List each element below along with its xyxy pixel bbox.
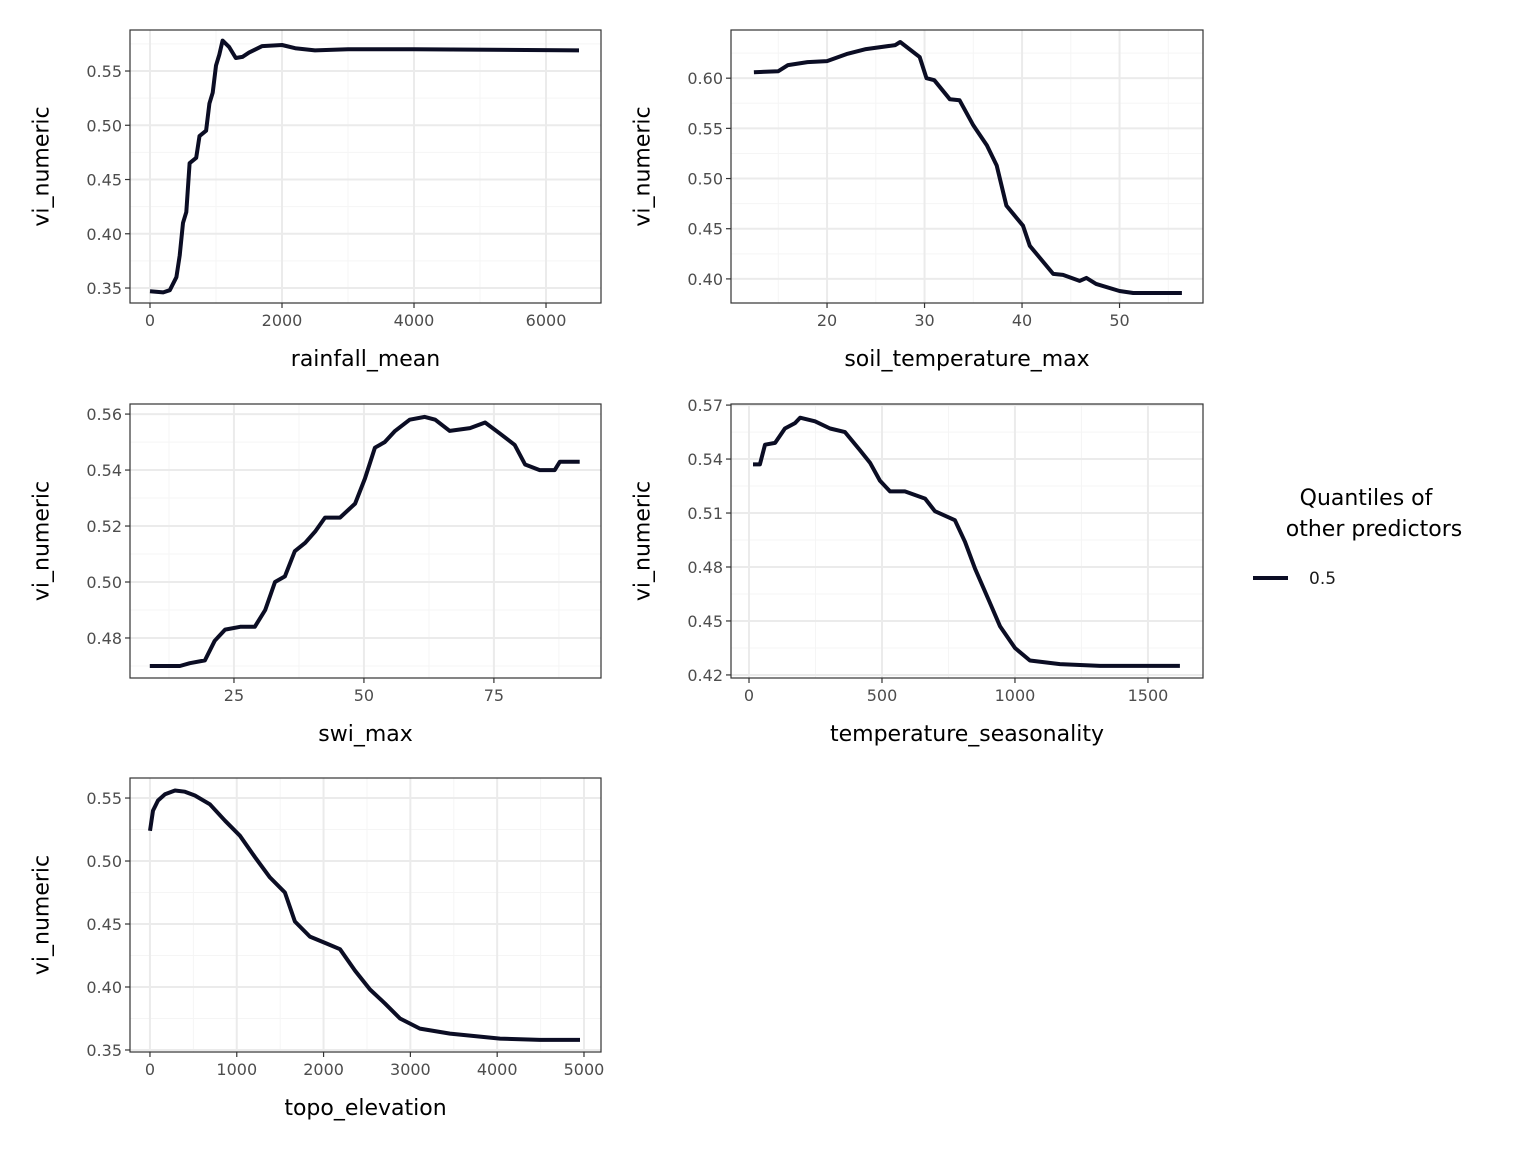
x-tick-label: 25 bbox=[224, 686, 244, 705]
panel-background bbox=[731, 30, 1203, 303]
x-tick-label: 0 bbox=[145, 311, 155, 330]
series-line-0.5 bbox=[149, 414, 580, 668]
legend-entry-label: 0.5 bbox=[1309, 569, 1336, 589]
y-axis-title: vi_numeric bbox=[30, 855, 55, 975]
x-tick-label: 20 bbox=[817, 311, 837, 330]
y-tick-label: 0.45 bbox=[687, 220, 723, 239]
x-axis-title: rainfall_mean bbox=[291, 347, 440, 372]
panel-topo_elevation: 0 1000 2000 3000 4000 5000 0.35 0.40 0.45 0.50 0.5… bbox=[30, 777, 605, 1121]
panel-border bbox=[129, 403, 602, 679]
y-tick-label: 0.55 bbox=[86, 789, 122, 808]
series-line-0.5 bbox=[148, 788, 580, 1042]
y-tick-label: 0.40 bbox=[86, 225, 122, 244]
panel-border bbox=[129, 29, 602, 304]
panel-swi_max: 25 50 75 0.48 0.50 0.52 0.54 0.56 swi_max vi_nume… bbox=[30, 403, 602, 747]
legend-title-line1: Quantiles of bbox=[1300, 486, 1434, 511]
x-tick-label: 75 bbox=[484, 686, 504, 705]
y-tick-label: 0.40 bbox=[687, 270, 723, 289]
y-tick-label: 0.48 bbox=[86, 629, 122, 648]
panel-background bbox=[731, 404, 1203, 678]
x-tick-label: 2000 bbox=[262, 311, 303, 330]
x-axis-title: topo_elevation bbox=[284, 1096, 446, 1121]
x-tick-label: 1000 bbox=[216, 1060, 257, 1079]
y-tick-label: 0.42 bbox=[687, 666, 723, 685]
legend-title-line2: other predictors bbox=[1286, 517, 1462, 542]
y-tick-label: 0.54 bbox=[86, 461, 122, 480]
y-tick-label: 0.50 bbox=[86, 116, 122, 135]
y-axis-title: vi_numeric bbox=[30, 481, 55, 601]
y-tick-label: 0.55 bbox=[86, 62, 122, 81]
y-tick-label: 0.57 bbox=[687, 396, 723, 415]
panels: 0 2000 4000 60000.350.400.450.500.55rainfal… bbox=[30, 29, 1204, 1121]
x-tick-label: 30 bbox=[914, 311, 934, 330]
y-tick-label: 0.45 bbox=[86, 171, 122, 190]
x-tick-label: 50 bbox=[1109, 311, 1129, 330]
y-axis-title: vi_numeric bbox=[30, 106, 55, 226]
panel-temperature_seasonality: 0 500 1000 1500 0.42 0.45 0.48 0.51 0.54 0.57 temp… bbox=[631, 396, 1204, 747]
y-tick-label: 0.35 bbox=[86, 279, 122, 298]
y-axis-title: vi_numeric bbox=[631, 106, 656, 226]
x-tick-label: 1500 bbox=[1128, 686, 1169, 705]
y-tick-label: 0.50 bbox=[687, 170, 723, 189]
y-tick-label: 0.50 bbox=[86, 573, 122, 592]
x-tick-label: 4000 bbox=[394, 311, 435, 330]
x-tick-label: 2000 bbox=[303, 1060, 344, 1079]
y-tick-label: 0.54 bbox=[687, 450, 723, 469]
series-line-0.5 bbox=[753, 415, 1180, 668]
x-tick-label: 4000 bbox=[477, 1060, 518, 1079]
y-tick-label: 0.51 bbox=[687, 504, 723, 523]
panel-background bbox=[130, 778, 601, 1052]
x-tick-label: 500 bbox=[867, 686, 898, 705]
panel-soil_temperature_max: 20 30 40 50 0.40 0.45 0.50 0.55 0.60 soil_tempera… bbox=[631, 29, 1204, 372]
y-tick-label: 0.40 bbox=[86, 978, 122, 997]
x-tick-label: 0 bbox=[145, 1060, 155, 1079]
panel-border bbox=[730, 403, 1204, 679]
y-axis-title: vi_numeric bbox=[631, 481, 656, 601]
y-tick-label: 0.52 bbox=[86, 517, 122, 536]
panel-background bbox=[130, 30, 601, 303]
y-tick-label: 0.48 bbox=[687, 558, 723, 577]
y-tick-label: 0.35 bbox=[86, 1041, 122, 1060]
x-tick-label: 5000 bbox=[564, 1060, 605, 1079]
panel-border bbox=[129, 777, 602, 1053]
y-tick-label: 0.45 bbox=[86, 915, 122, 934]
x-tick-label: 3000 bbox=[390, 1060, 431, 1079]
x-axis-title: soil_temperature_max bbox=[844, 347, 1089, 372]
x-tick-label: 0 bbox=[744, 686, 754, 705]
series-line-0.5 bbox=[149, 38, 580, 295]
x-axis-title: temperature_seasonality bbox=[830, 722, 1104, 747]
x-tick-label: 50 bbox=[354, 686, 374, 705]
y-tick-label: 0.60 bbox=[687, 69, 723, 88]
y-tick-label: 0.50 bbox=[86, 852, 122, 871]
panel-background bbox=[130, 404, 601, 678]
panel-rainfall_mean: 0 2000 4000 6000 0.35 0.40 0.45 0.50 0.55 rainfal… bbox=[30, 29, 602, 372]
y-tick-label: 0.55 bbox=[687, 119, 723, 138]
panel-border bbox=[730, 29, 1204, 304]
y-tick-label: 0.45 bbox=[687, 612, 723, 631]
x-tick-label: 1000 bbox=[995, 686, 1036, 705]
legend: Quantiles of other predictors 0.5 bbox=[1253, 486, 1462, 589]
x-tick-label: 40 bbox=[1012, 311, 1032, 330]
x-axis-title: swi_max bbox=[318, 722, 413, 747]
y-tick-label: 0.56 bbox=[86, 405, 122, 424]
series-line-0.5 bbox=[753, 40, 1182, 295]
x-tick-label: 6000 bbox=[526, 311, 567, 330]
